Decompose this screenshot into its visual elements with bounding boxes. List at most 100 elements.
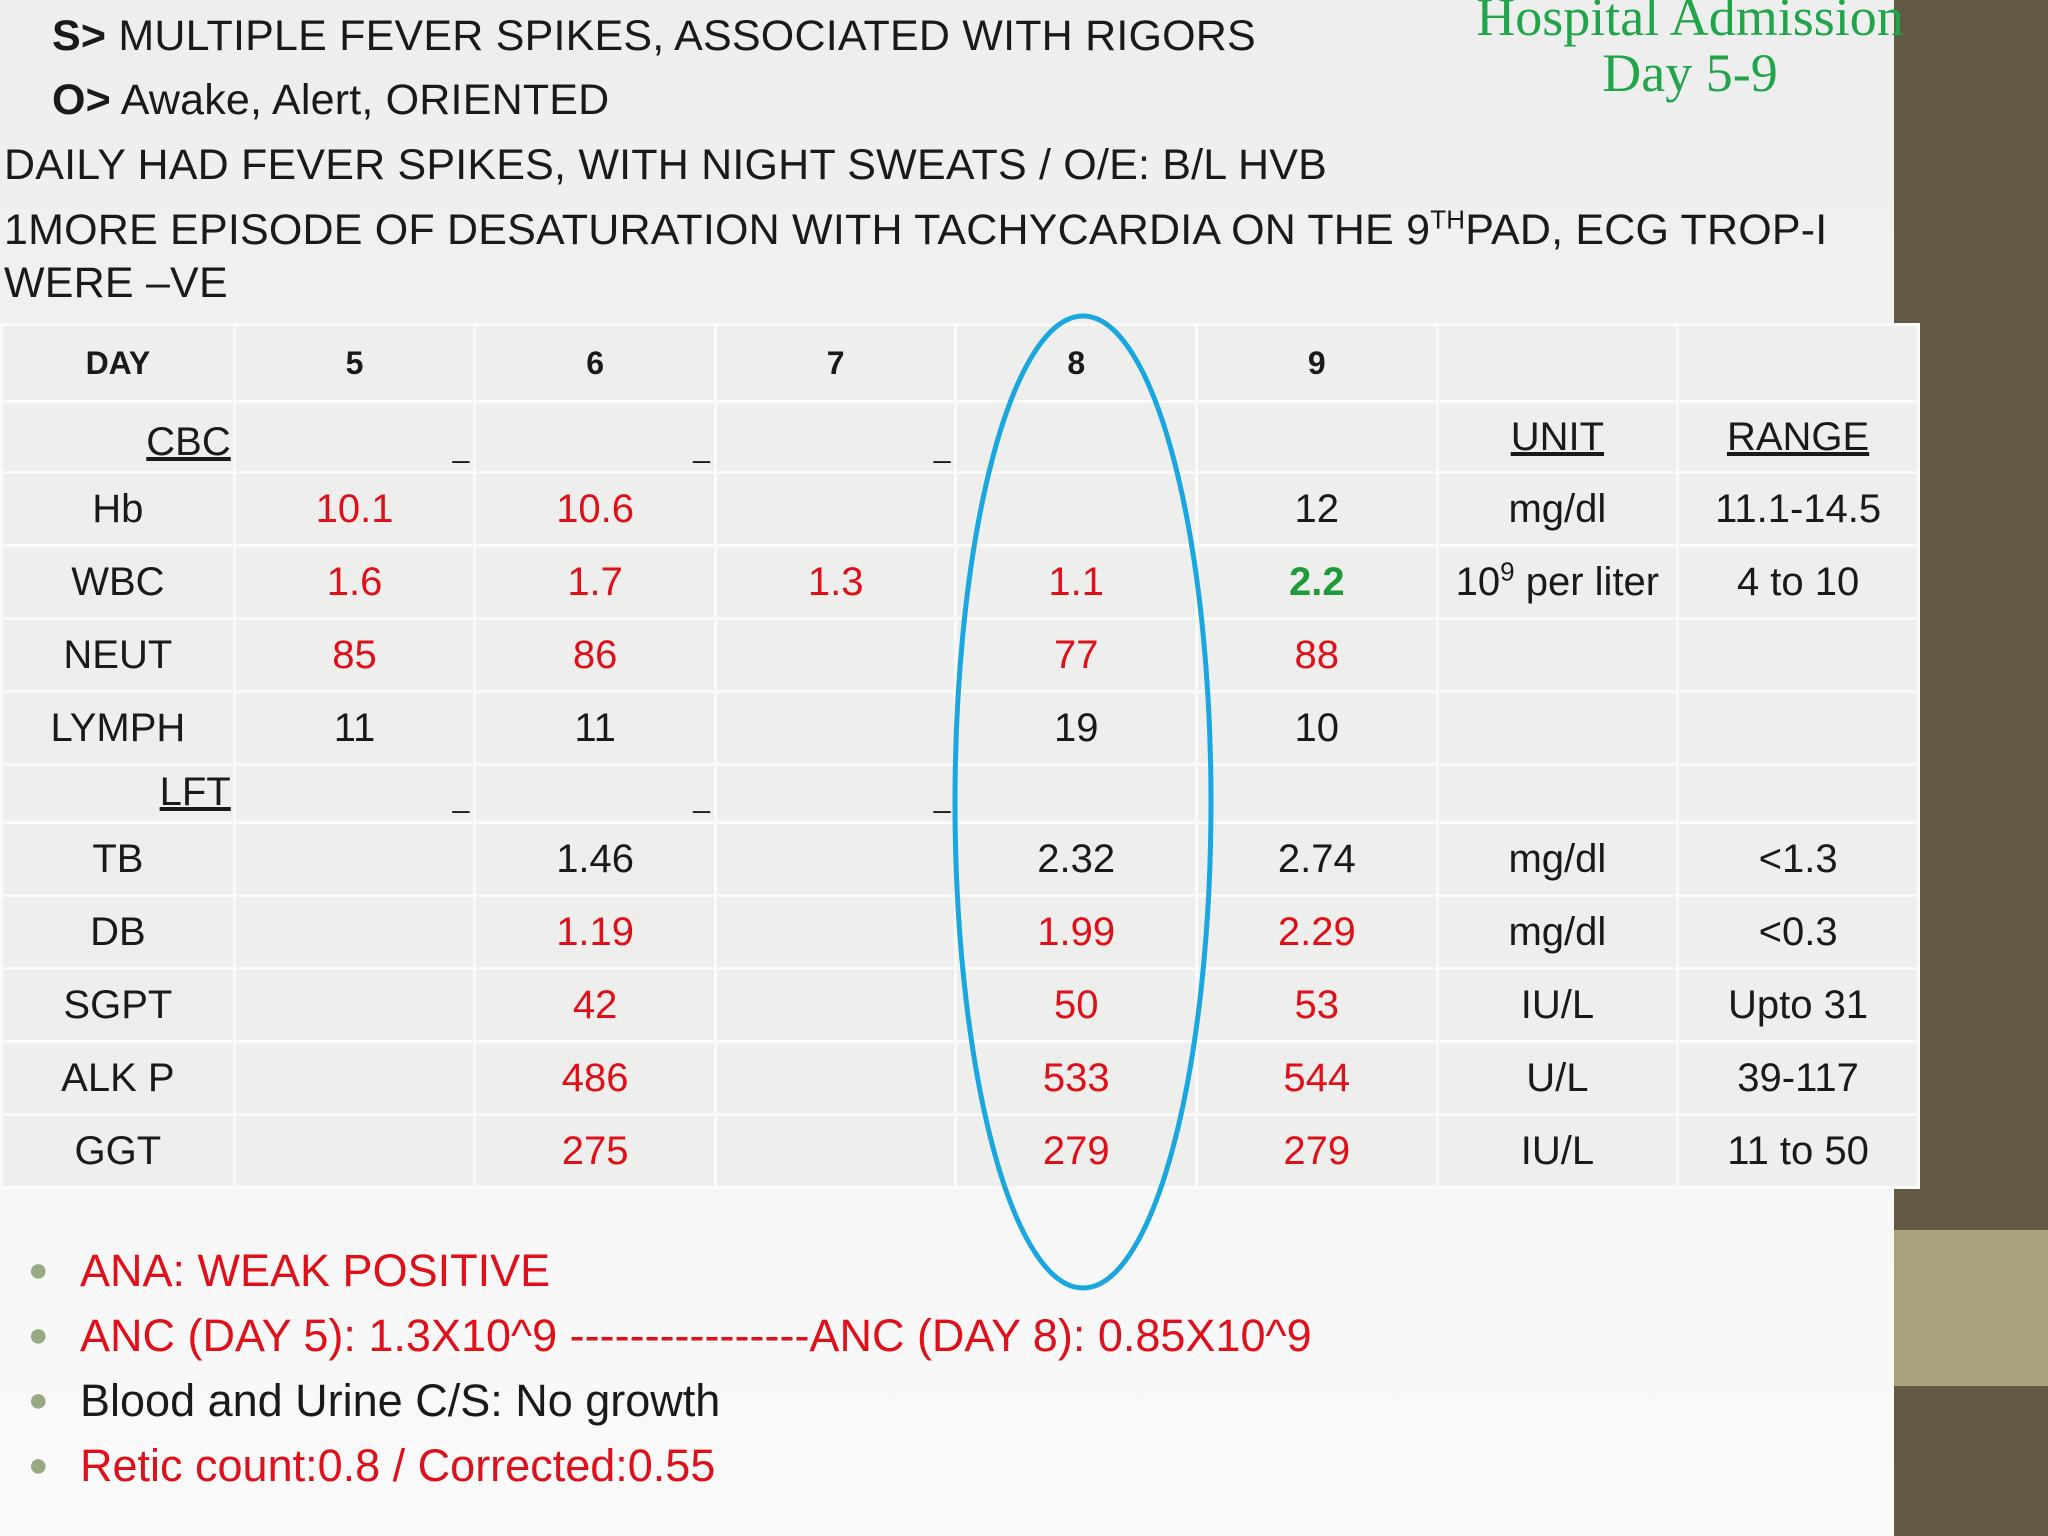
lymph-d5: 11 xyxy=(232,690,477,766)
ggt-d9: 279 xyxy=(1195,1113,1439,1189)
title-line-1: Hospital Admission xyxy=(1476,0,1904,47)
db-range: <0.3 xyxy=(1676,894,1920,970)
tb-d8: 2.32 xyxy=(954,821,1198,897)
neut-d9: 88 xyxy=(1195,617,1439,693)
sgpt-d6: 42 xyxy=(473,967,717,1043)
bullet-dot-icon: ● xyxy=(28,1251,49,1289)
header-empty-range xyxy=(1676,323,1920,403)
hb-d7 xyxy=(713,471,958,547)
wbc-d5: 1.6 xyxy=(232,544,477,620)
dash: _ xyxy=(933,431,951,464)
db-d5 xyxy=(232,894,477,970)
ggt-d7 xyxy=(713,1113,958,1189)
o-prefix: O> xyxy=(52,76,111,124)
unit-header: UNIT xyxy=(1435,400,1680,474)
hb-d9: 12 xyxy=(1195,471,1439,547)
lft-d7: _ xyxy=(713,763,958,824)
ggt-d8: 279 xyxy=(954,1113,1198,1189)
hb-range: 11.1-14.5 xyxy=(1676,471,1920,547)
retic-result: Retic count:0.8 / Corrected:0.55 xyxy=(80,1440,716,1491)
dash: _ xyxy=(933,781,951,814)
lft-cell: LFT xyxy=(0,763,236,824)
objective-note: O> Awake, Alert, ORIENTED xyxy=(52,76,609,125)
tb-unit: mg/dl xyxy=(1435,821,1680,897)
wbc-unit-base: 10 xyxy=(1455,559,1501,604)
hb-d8 xyxy=(954,471,1198,547)
cbc-label: CBC xyxy=(146,420,231,464)
wbc-unit-exp: 9 xyxy=(1500,556,1515,587)
lymph-unit xyxy=(1435,690,1680,766)
lymph-d7 xyxy=(713,690,958,766)
row-name: NEUT xyxy=(0,617,236,693)
ana-result: ANA: WEAK POSITIVE xyxy=(80,1245,551,1296)
sgpt-d7 xyxy=(713,967,958,1043)
dash: _ xyxy=(693,431,710,464)
db-unit: mg/dl xyxy=(1435,894,1680,970)
hb-d5: 10.1 xyxy=(232,471,477,547)
lft-d8 xyxy=(954,763,1198,824)
cbc-d5: _ xyxy=(232,400,477,474)
lft-unit xyxy=(1435,763,1680,824)
wbc-unit: 109 per liter xyxy=(1435,544,1680,620)
table-row: Hb 10.1 10.6 12 mg/dl 11.1-14.5 xyxy=(0,471,1920,547)
desaturation-note: 1MORE EPISODE OF DESATURATION WITH TACHY… xyxy=(4,206,1827,255)
desat-sup: TH xyxy=(1430,204,1466,235)
table-row: GGT 275 279 279 IU/L 11 to 50 xyxy=(0,1113,1920,1189)
alkp-d6: 486 xyxy=(473,1040,717,1116)
table-row: DB 1.19 1.99 2.29 mg/dl <0.3 xyxy=(0,894,1920,970)
fever-note: DAILY HAD FEVER SPIKES, WITH NIGHT SWEAT… xyxy=(4,141,1327,189)
cbc-d8 xyxy=(954,400,1198,474)
bullet-dot-icon: ● xyxy=(28,1381,49,1419)
neut-unit xyxy=(1435,617,1680,693)
alkp-range: 39-117 xyxy=(1676,1040,1920,1116)
dash: _ xyxy=(452,781,470,814)
dash: _ xyxy=(693,781,710,814)
bullet-dot-icon: ● xyxy=(28,1316,49,1354)
alkp-d8: 533 xyxy=(954,1040,1198,1116)
neut-d8: 77 xyxy=(954,617,1198,693)
tb-range: <1.3 xyxy=(1676,821,1920,897)
db-d8: 1.99 xyxy=(954,894,1198,970)
row-name: SGPT xyxy=(0,967,236,1043)
lft-d5: _ xyxy=(232,763,477,824)
culture-result: Blood and Urine C/S: No growth xyxy=(80,1375,721,1426)
neut-d6: 86 xyxy=(473,617,717,693)
alkp-d9: 544 xyxy=(1195,1040,1439,1116)
table-header-row: DAY 5 6 7 8 9 xyxy=(0,323,1920,403)
wbc-d8: 1.1 xyxy=(954,544,1198,620)
table-row: ALK P 486 533 544 U/L 39-117 xyxy=(0,1040,1920,1116)
table-row: WBC 1.6 1.7 1.3 1.1 2.2 109 per liter 4 … xyxy=(0,544,1920,620)
bullet-dot-icon: ● xyxy=(28,1446,49,1484)
tb-d7 xyxy=(713,821,958,897)
lymph-d6: 11 xyxy=(473,690,717,766)
lab-results-table: DAY 5 6 7 8 9 CBC _ _ _ UNIT RANGE Hb 10… xyxy=(0,323,1920,1189)
trop-note: WERE –VE xyxy=(4,259,228,307)
alkp-d5 xyxy=(232,1040,477,1116)
ggt-range: 11 to 50 xyxy=(1676,1113,1920,1189)
neut-d5: 85 xyxy=(232,617,477,693)
lft-range xyxy=(1676,763,1920,824)
sgpt-d8: 50 xyxy=(954,967,1198,1043)
hb-unit: mg/dl xyxy=(1435,471,1680,547)
sgpt-d9: 53 xyxy=(1195,967,1439,1043)
sgpt-range: Upto 31 xyxy=(1676,967,1920,1043)
row-name: DB xyxy=(0,894,236,970)
tb-d5 xyxy=(232,821,477,897)
lymph-range xyxy=(1676,690,1920,766)
lymph-d8: 19 xyxy=(954,690,1198,766)
slide-title: Hospital Admission Day 5-9 xyxy=(1455,0,1925,104)
row-name: LYMPH xyxy=(0,690,236,766)
alkp-unit: U/L xyxy=(1435,1040,1680,1116)
s-prefix: S> xyxy=(52,12,107,60)
list-item: ● ANA: WEAK POSITIVE xyxy=(28,1238,1312,1303)
header-day-5: 5 xyxy=(232,323,477,403)
lft-d9 xyxy=(1195,763,1439,824)
cbc-d6: _ xyxy=(473,400,717,474)
row-name: ALK P xyxy=(0,1040,236,1116)
row-name: TB xyxy=(0,821,236,897)
header-empty-unit xyxy=(1435,323,1680,403)
row-name: Hb xyxy=(0,471,236,547)
header-day-7: 7 xyxy=(713,323,958,403)
list-item: ● Blood and Urine C/S: No growth xyxy=(28,1368,1312,1433)
cbc-section-row: CBC _ _ _ UNIT RANGE xyxy=(0,400,1920,474)
